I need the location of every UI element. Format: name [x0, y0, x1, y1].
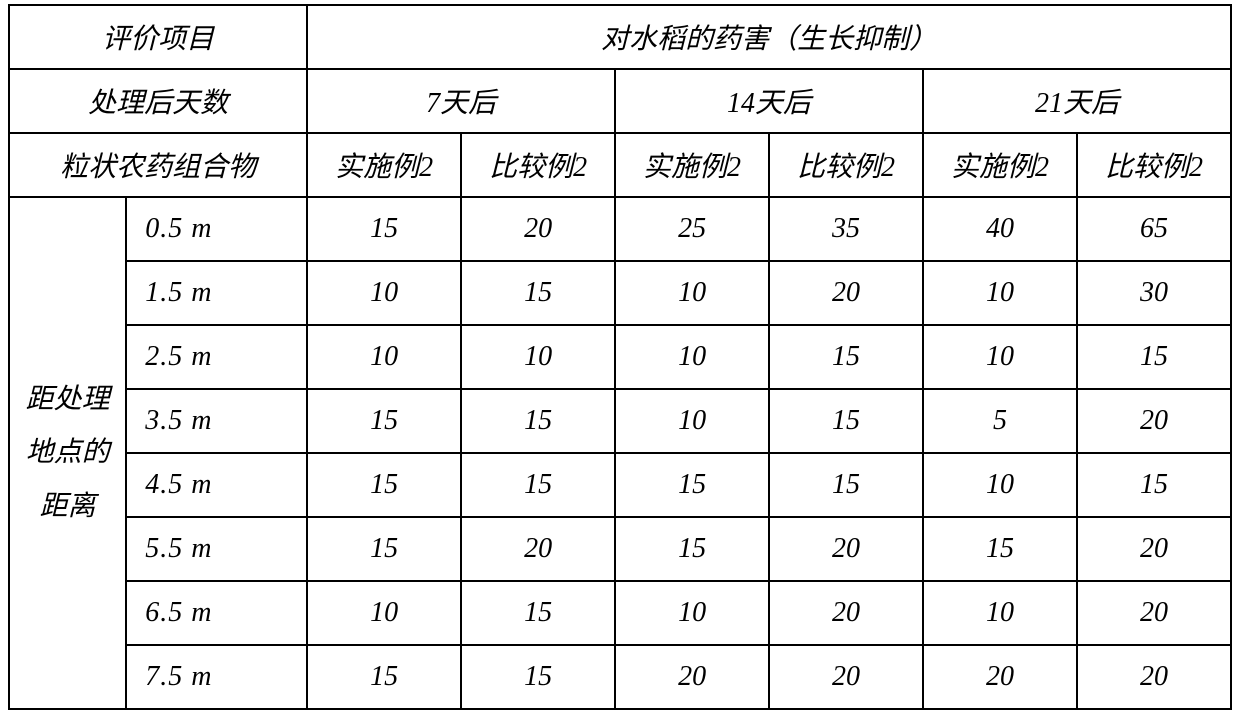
cell-value: 20 [461, 517, 615, 581]
table-row: 评价项目 对水稻的药害（生长抑制） [9, 5, 1231, 69]
cell-value: 20 [1077, 645, 1231, 709]
cell-value: 10 [923, 325, 1077, 389]
cell-value: 10 [923, 453, 1077, 517]
cell-value: 15 [307, 197, 461, 261]
cell-value: 10 [615, 581, 769, 645]
cell-value: 10 [461, 325, 615, 389]
cell-value: 15 [461, 645, 615, 709]
cell-value: 15 [769, 325, 923, 389]
cell-value: 15 [307, 389, 461, 453]
table-row: 6.5 m 10 15 10 20 10 20 [9, 581, 1231, 645]
cell-value: 15 [923, 517, 1077, 581]
cell-value: 20 [461, 197, 615, 261]
cell-value: 15 [1077, 325, 1231, 389]
cell-value: 40 [923, 197, 1077, 261]
cell-distance: 5.5 m [126, 517, 307, 581]
cell-distance: 4.5 m [126, 453, 307, 517]
table-row: 粒状农药组合物 实施例2 比较例2 实施例2 比较例2 实施例2 比较例2 [9, 133, 1231, 197]
cell-distance: 0.5 m [126, 197, 307, 261]
cell-value: 10 [923, 581, 1077, 645]
cell-value: 15 [307, 517, 461, 581]
hdr-ex2-d21: 实施例2 [923, 133, 1077, 197]
cell-value: 20 [1077, 517, 1231, 581]
hdr-ex2-d7: 实施例2 [307, 133, 461, 197]
cell-distance: 1.5 m [126, 261, 307, 325]
cell-value: 20 [615, 645, 769, 709]
cell-value: 20 [769, 517, 923, 581]
cell-value: 15 [461, 581, 615, 645]
cell-value: 15 [769, 389, 923, 453]
cell-value: 5 [923, 389, 1077, 453]
cell-value: 15 [615, 517, 769, 581]
hdr-main-title: 对水稻的药害（生长抑制） [307, 5, 1231, 69]
cell-value: 20 [1077, 389, 1231, 453]
table-row: 1.5 m 10 15 10 20 10 30 [9, 261, 1231, 325]
cell-value: 10 [307, 581, 461, 645]
hdr-cmp2-d7: 比较例2 [461, 133, 615, 197]
phytotoxicity-table: 评价项目 对水稻的药害（生长抑制） 处理后天数 7天后 14天后 21天后 粒状… [8, 4, 1232, 710]
cell-value: 15 [307, 645, 461, 709]
cell-value: 10 [615, 325, 769, 389]
table-row: 2.5 m 10 10 10 15 10 15 [9, 325, 1231, 389]
cell-value: 30 [1077, 261, 1231, 325]
cell-value: 15 [461, 389, 615, 453]
cell-distance: 3.5 m [126, 389, 307, 453]
cell-value: 10 [615, 261, 769, 325]
cell-distance: 6.5 m [126, 581, 307, 645]
cell-value: 20 [1077, 581, 1231, 645]
cell-value: 20 [923, 645, 1077, 709]
cell-value: 15 [461, 453, 615, 517]
hdr-composition: 粒状农药组合物 [9, 133, 307, 197]
cell-value: 25 [615, 197, 769, 261]
cell-distance: 7.5 m [126, 645, 307, 709]
hdr-days-after: 处理后天数 [9, 69, 307, 133]
cell-value: 20 [769, 581, 923, 645]
cell-value: 15 [615, 453, 769, 517]
hdr-eval-item: 评价项目 [9, 5, 307, 69]
table-row: 5.5 m 15 20 15 20 15 20 [9, 517, 1231, 581]
hdr-cmp2-d21: 比较例2 [1077, 133, 1231, 197]
cell-value: 10 [307, 261, 461, 325]
hdr-ex2-d14: 实施例2 [615, 133, 769, 197]
cell-value: 15 [307, 453, 461, 517]
hdr-cmp2-d14: 比较例2 [769, 133, 923, 197]
hdr-day-7: 7天后 [307, 69, 615, 133]
cell-value: 35 [769, 197, 923, 261]
hdr-day-14: 14天后 [615, 69, 923, 133]
table-row: 处理后天数 7天后 14天后 21天后 [9, 69, 1231, 133]
cell-value: 65 [1077, 197, 1231, 261]
cell-value: 15 [461, 261, 615, 325]
cell-value: 10 [615, 389, 769, 453]
hdr-day-21: 21天后 [923, 69, 1231, 133]
cell-value: 20 [769, 261, 923, 325]
cell-distance: 2.5 m [126, 325, 307, 389]
cell-value: 10 [923, 261, 1077, 325]
cell-value: 10 [307, 325, 461, 389]
table-row: 距处理地点的距离 0.5 m 15 20 25 35 40 65 [9, 197, 1231, 261]
table-row: 3.5 m 15 15 10 15 5 20 [9, 389, 1231, 453]
table-row: 7.5 m 15 15 20 20 20 20 [9, 645, 1231, 709]
cell-value: 15 [769, 453, 923, 517]
row-group-distance: 距处理地点的距离 [9, 197, 126, 709]
cell-value: 15 [1077, 453, 1231, 517]
table-row: 4.5 m 15 15 15 15 10 15 [9, 453, 1231, 517]
cell-value: 20 [769, 645, 923, 709]
